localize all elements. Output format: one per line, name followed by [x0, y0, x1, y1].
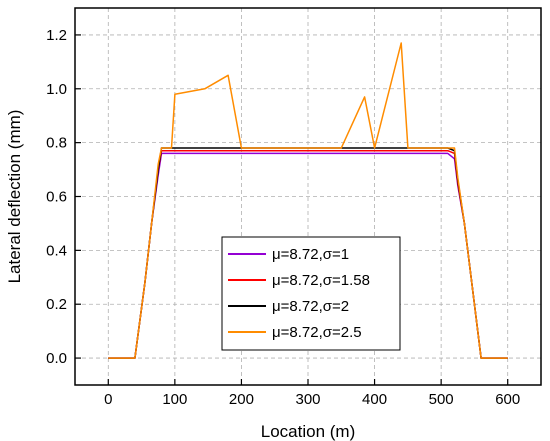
y-tick-label: 0.8	[46, 135, 67, 152]
series-layer	[108, 42, 508, 359]
legend: μ=8.72,σ=1 μ=8.72,σ=1.58 μ=8.72,σ=2 μ=8.72,…	[221, 236, 401, 351]
legend-label: μ=8.72,σ=1.58	[272, 272, 370, 289]
x-tick-label: 400	[362, 391, 387, 408]
x-tick-label: 500	[429, 391, 454, 408]
y-tick-label: 0.2	[46, 296, 67, 313]
series-line	[108, 42, 508, 359]
legend-label: μ=8.72,σ=2	[272, 298, 349, 315]
x-tick-label: 300	[295, 391, 320, 408]
x-tick-label: 600	[495, 391, 520, 408]
y-tick-label: 0.4	[46, 242, 67, 259]
y-tick-label: 0.6	[46, 189, 67, 206]
x-tick-label: 0	[104, 391, 112, 408]
x-tick-label: 200	[229, 391, 254, 408]
y-tick-label: 1.0	[46, 81, 67, 98]
x-tick-label: 100	[162, 391, 187, 408]
y-tick-label: 0.0	[46, 350, 67, 367]
y-axis-label: Lateral deflection (mm)	[5, 110, 24, 284]
legend-label: μ=8.72,σ=2.5	[272, 324, 362, 341]
ticks-layer: 0 100 200 300 400 500 600 0.0 0.2 0.4 0.6 0.8 1.0 1.2	[46, 27, 520, 408]
y-tick-label: 1.2	[46, 27, 67, 44]
legend-label: μ=8.72,σ=1	[272, 246, 349, 263]
x-axis-label: Location (m)	[261, 422, 355, 441]
